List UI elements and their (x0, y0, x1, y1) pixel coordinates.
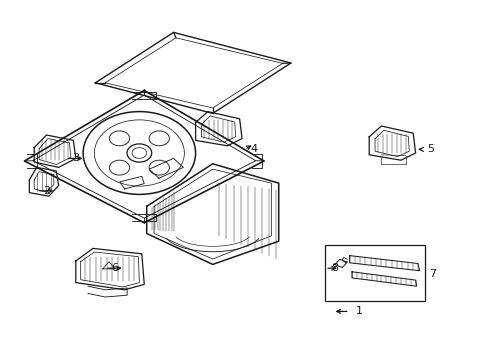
Text: 5: 5 (426, 144, 433, 154)
Text: 8: 8 (331, 263, 338, 273)
Text: 4: 4 (250, 144, 257, 154)
Text: 3: 3 (72, 153, 79, 163)
Text: 1: 1 (355, 306, 362, 316)
Text: 6: 6 (111, 263, 118, 273)
Text: 2: 2 (43, 186, 50, 196)
Text: 7: 7 (428, 269, 435, 279)
Bar (325, 245, 425, 301)
